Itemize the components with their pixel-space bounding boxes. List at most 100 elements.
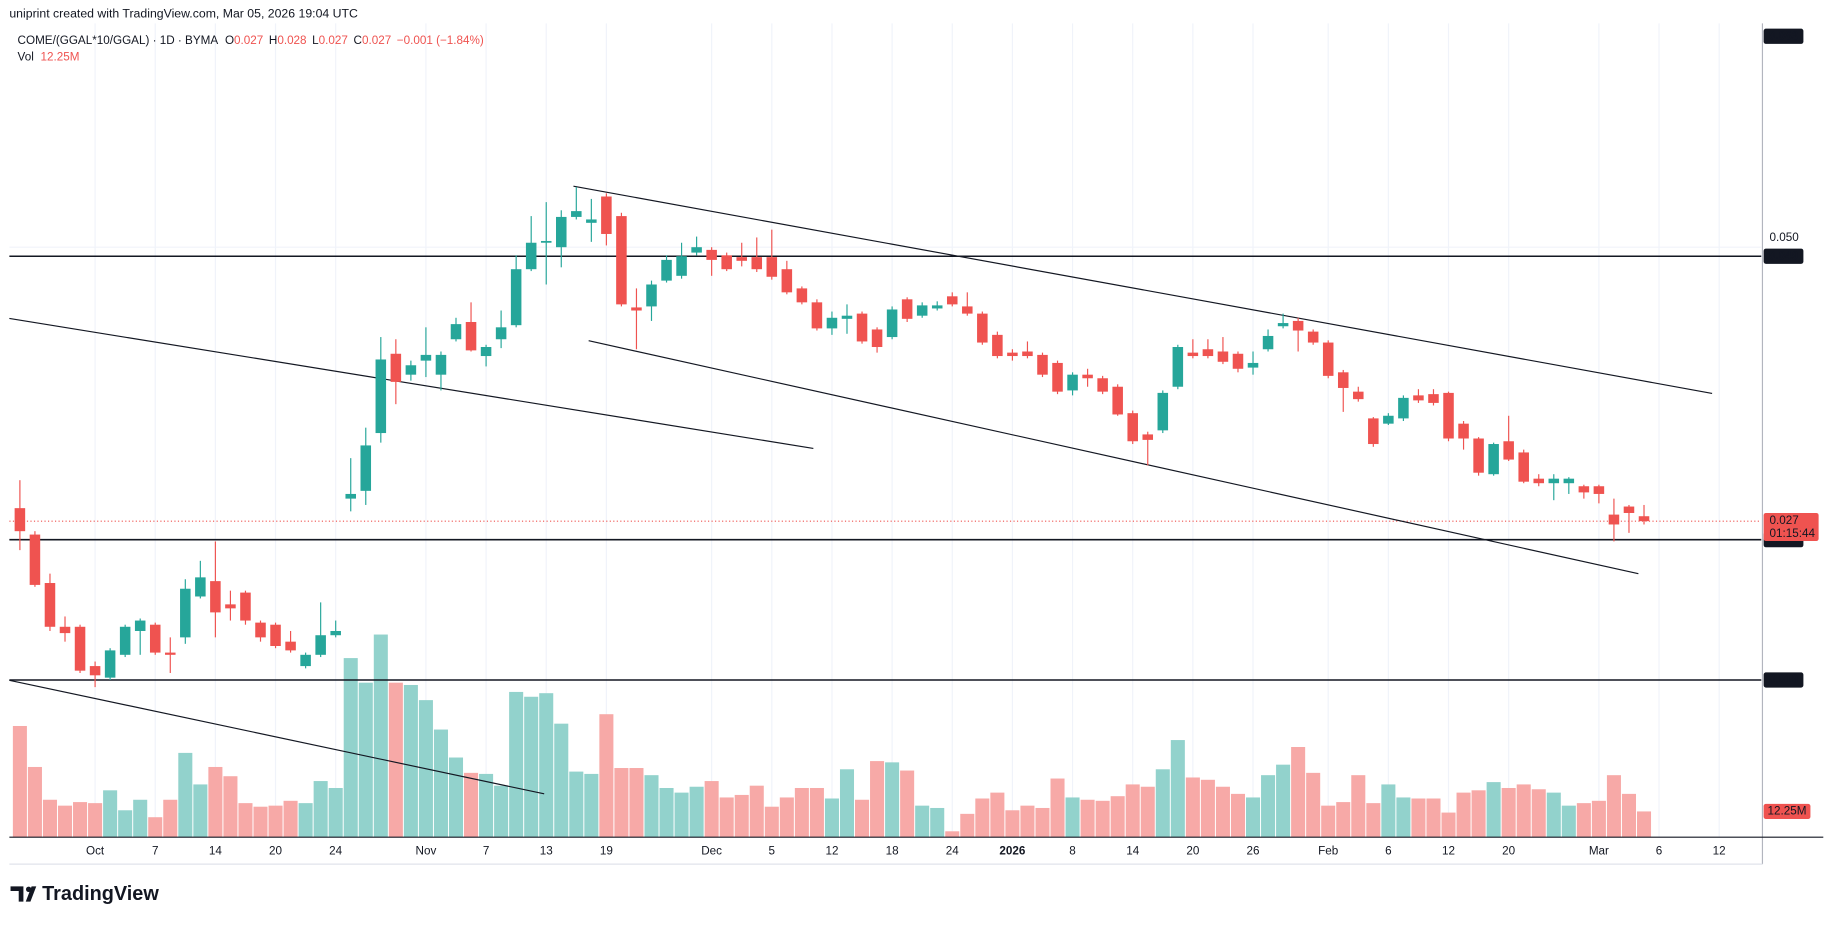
hline-label: 0.019 [1769,673,1799,686]
logo: TradingView [10,883,159,905]
x-tick-label: 6 [1656,844,1663,857]
volume-bar [855,799,870,838]
volume-bar [148,817,163,838]
candle-body [1518,452,1529,482]
l-value: 0.027 [319,34,348,47]
volume-bar [975,798,990,838]
x-tick-label: 24 [329,844,342,857]
volume-bar [403,684,418,838]
candle-body [721,255,732,270]
candle-body [165,652,176,655]
volume-bar [749,785,764,838]
volume-bar [103,790,118,838]
volume-bar [1291,747,1306,838]
volume-bar [1576,803,1591,838]
axes [9,23,1824,865]
volume-bar [960,813,975,838]
x-tick-label: Dec [701,844,722,857]
candle-body [1142,434,1154,440]
volume-bar [1546,792,1561,838]
candle-body [661,259,672,281]
x-tick-label: 20 [269,844,282,857]
x-tick-label: 12 [1442,844,1455,857]
candle-body [104,650,116,678]
volume-bar [343,658,358,838]
x-tick-label: 13 [540,844,553,857]
volume-bar [448,757,464,838]
volume-bar [1531,789,1546,838]
candle-body [916,305,928,316]
candles [14,187,1650,688]
candle-body [601,196,612,234]
candle-body [525,242,537,270]
candle-body [871,329,883,348]
volume-bar [388,682,403,838]
volume-bar [88,803,103,838]
x-tick-label: 12 [1713,844,1726,857]
candle-body [315,635,326,655]
volume-bar [719,797,734,838]
volume-bar [945,831,960,838]
candle-body [465,321,477,351]
x-tick-label: 2026 [999,844,1025,857]
volume-label-box [1763,803,1811,820]
candle-body [1112,386,1123,415]
volume-bar [1366,803,1381,838]
candle-body [149,624,161,653]
candle-body [300,654,311,667]
volume-bar [163,799,178,838]
vol-value: 12.25M [41,50,80,63]
volume-bar [208,766,223,838]
hline-label-box [1763,248,1804,264]
candle-body [285,641,296,651]
x-tick-label: 8 [1069,844,1076,857]
volume-bar [1501,787,1516,838]
volume-bar [1050,778,1065,838]
candle-body [706,249,717,260]
candle-body [450,324,462,340]
h-key: H [269,34,277,47]
candle-body [931,305,943,309]
volume-bar [1170,740,1185,838]
volume-bar [764,806,779,838]
candle-body [540,240,552,243]
logo-dot [25,886,32,892]
volume-bar [839,769,855,838]
volume-bar [1306,772,1321,838]
volume-bar [900,770,915,838]
o-value: 0.027 [234,34,263,47]
x-tick-label: 24 [946,844,959,857]
volume-bar [1621,793,1636,838]
change: −0.001 (−1.84%) [397,34,484,47]
volume-bar [599,714,614,838]
volume-bar [1321,805,1336,838]
candle-body [44,583,56,627]
volume-bar [1396,797,1411,838]
candle-body [962,306,973,314]
volume-bar [1245,797,1261,838]
c-key: C [354,34,362,47]
candle-body [1443,392,1454,439]
candle-body [210,581,221,613]
trend-line [573,185,1713,394]
candle-body [1322,342,1334,376]
volume-bar [178,752,193,838]
candle-body [435,354,447,375]
candle-body [1052,362,1063,392]
volume-bar [539,693,554,838]
volume-bar [990,792,1005,838]
candle-body [1563,478,1575,484]
horizontal-lines [9,255,1762,681]
volume-bar [1606,775,1621,838]
hline-label: 0.049 [1769,249,1799,262]
volume-bar [1230,793,1246,838]
candle-body [751,257,763,270]
candle-body [691,247,702,253]
candle-body [1277,323,1289,327]
volume-bar [223,776,238,838]
volume-bar [1336,802,1351,838]
candle-body [1458,423,1469,439]
volume-bar [253,806,268,838]
volume-bar [1155,769,1170,838]
volume-bar [268,805,283,838]
